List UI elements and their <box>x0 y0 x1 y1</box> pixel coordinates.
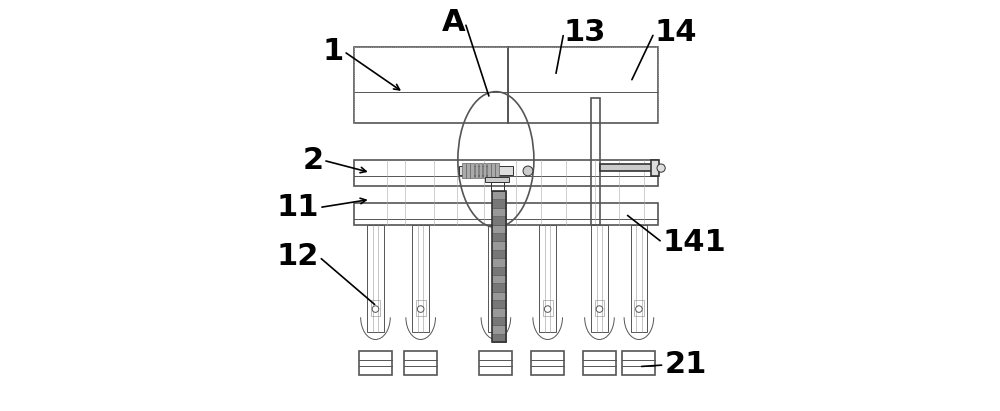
Bar <box>600 164 654 171</box>
Circle shape <box>493 306 499 312</box>
Bar <box>492 225 506 233</box>
Bar <box>479 351 512 375</box>
Bar <box>416 300 426 316</box>
Bar <box>491 300 501 316</box>
Bar <box>622 351 655 375</box>
Bar <box>492 191 506 199</box>
Bar <box>491 182 504 191</box>
Bar <box>354 203 658 225</box>
Bar <box>492 325 506 334</box>
Text: 1: 1 <box>323 37 344 66</box>
Bar <box>492 275 506 283</box>
Text: A: A <box>441 8 465 37</box>
Bar <box>492 283 506 292</box>
Bar <box>492 266 506 275</box>
Bar <box>492 334 506 342</box>
Circle shape <box>596 306 603 312</box>
Circle shape <box>544 306 551 312</box>
Circle shape <box>417 306 424 312</box>
Bar <box>595 300 604 316</box>
Bar <box>492 317 506 325</box>
Text: 141: 141 <box>662 228 726 257</box>
Text: 2: 2 <box>302 146 323 175</box>
Bar <box>367 225 384 332</box>
Bar <box>491 163 495 178</box>
Bar <box>651 160 659 176</box>
Text: 21: 21 <box>664 351 707 379</box>
Bar <box>591 98 600 225</box>
Bar <box>492 208 506 216</box>
Bar <box>359 351 392 375</box>
Text: 11: 11 <box>277 193 319 222</box>
Bar <box>531 351 564 375</box>
Circle shape <box>657 164 665 172</box>
Bar <box>492 216 506 225</box>
Bar <box>412 225 429 332</box>
Bar <box>492 250 506 258</box>
Text: 12: 12 <box>277 242 319 271</box>
Bar <box>539 225 556 332</box>
Bar <box>631 225 647 332</box>
Bar <box>492 241 506 250</box>
Text: 13: 13 <box>564 18 606 47</box>
Bar <box>492 308 506 317</box>
Bar <box>479 163 482 178</box>
Circle shape <box>636 306 642 312</box>
Bar <box>487 163 491 178</box>
Bar <box>495 163 499 178</box>
Bar <box>543 300 553 316</box>
Bar <box>492 233 506 241</box>
Bar <box>354 160 658 186</box>
Bar <box>483 163 486 178</box>
Bar <box>492 258 506 266</box>
Bar <box>492 300 506 308</box>
Bar <box>492 191 506 342</box>
Bar <box>591 225 608 332</box>
Bar <box>371 300 380 316</box>
Bar <box>583 351 616 375</box>
Bar <box>470 163 474 178</box>
Bar <box>492 292 506 300</box>
Text: 14: 14 <box>654 18 697 47</box>
Bar <box>459 166 513 175</box>
Circle shape <box>372 306 379 312</box>
Bar <box>634 300 644 316</box>
Bar <box>462 163 466 178</box>
Bar <box>488 225 504 332</box>
Bar <box>404 351 437 375</box>
Bar <box>475 163 478 178</box>
Bar <box>466 163 470 178</box>
Bar <box>485 177 509 182</box>
Bar <box>508 47 658 123</box>
Bar <box>492 199 506 208</box>
Circle shape <box>523 166 533 176</box>
Bar <box>354 47 508 123</box>
